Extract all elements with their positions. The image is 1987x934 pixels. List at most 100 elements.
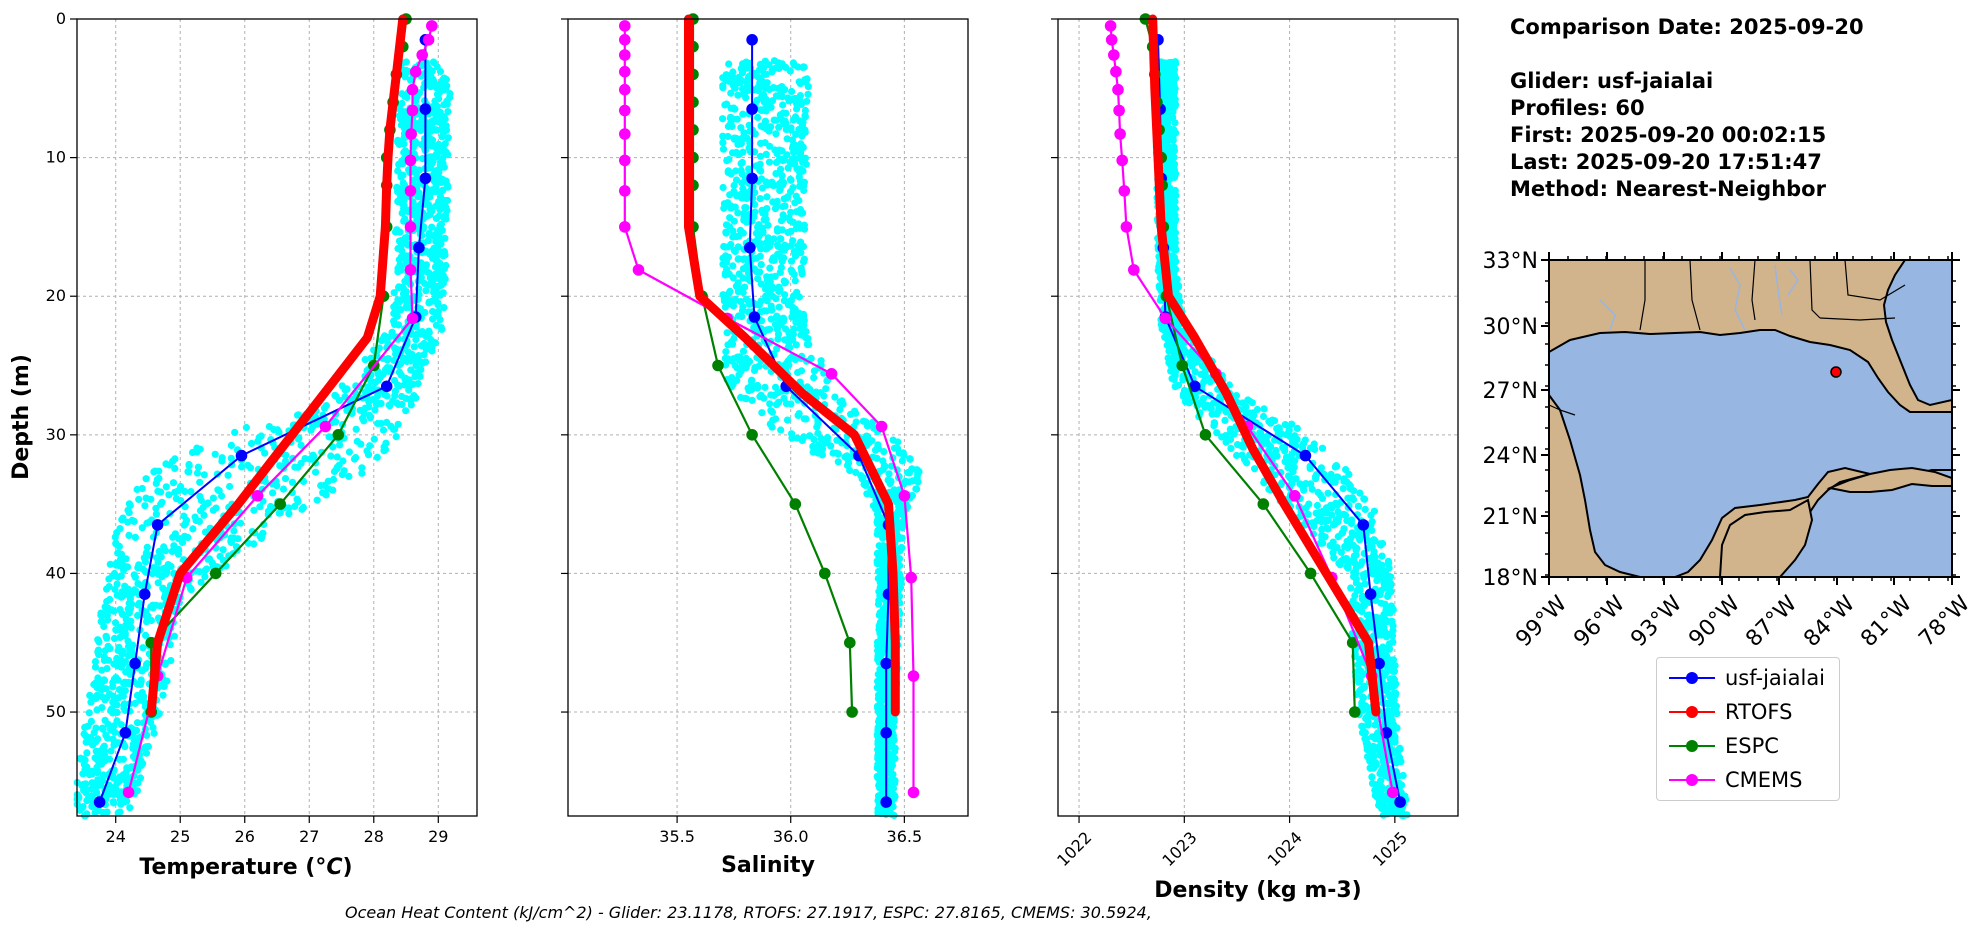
glider-scatter-point bbox=[320, 404, 329, 412]
glider-scatter-point bbox=[770, 57, 779, 65]
glider-scatter-point bbox=[1377, 586, 1385, 595]
glider-scatter-point bbox=[876, 629, 884, 637]
glider-scatter-point bbox=[185, 462, 193, 470]
glider-scatter-point bbox=[103, 808, 111, 816]
glider-scatter-point bbox=[364, 383, 372, 391]
glider-scatter-point bbox=[345, 472, 353, 480]
glider-scatter-point bbox=[428, 136, 437, 144]
glider-scatter-point bbox=[88, 735, 96, 743]
glider-scatter-point bbox=[418, 62, 426, 70]
glider-scatter-point bbox=[765, 158, 774, 166]
glider-scatter-point bbox=[227, 454, 235, 462]
glider-scatter-point bbox=[1347, 584, 1355, 592]
y-tick-label: 50 bbox=[46, 702, 66, 721]
series-point-cmems bbox=[898, 490, 911, 502]
glider-scatter-point bbox=[114, 573, 122, 581]
series-point-usf-jaialai bbox=[419, 172, 432, 185]
glider-scatter-point bbox=[877, 582, 885, 590]
glider-scatter-point bbox=[168, 547, 176, 556]
glider-scatter-point bbox=[787, 208, 795, 216]
glider-scatter-point bbox=[441, 196, 449, 205]
glider-scatter-point bbox=[353, 437, 361, 445]
glider-scatter-point bbox=[759, 209, 767, 217]
series-point-cmems bbox=[907, 670, 920, 682]
series-point-cmems bbox=[619, 49, 631, 61]
glider-scatter-point bbox=[754, 113, 762, 122]
glider-scatter-point bbox=[414, 368, 422, 377]
glider-scatter-point bbox=[101, 716, 109, 724]
glider-scatter-point bbox=[431, 263, 440, 271]
glider-scatter-point bbox=[153, 476, 161, 484]
glider-scatter-point bbox=[386, 366, 394, 374]
glider-scatter-point bbox=[895, 546, 903, 554]
glider-scatter-point bbox=[729, 262, 737, 270]
glider-scatter-point bbox=[760, 216, 768, 224]
glider-scatter-point bbox=[107, 747, 115, 755]
glider-scatter-point bbox=[832, 449, 841, 457]
series-point-usf-jaialai bbox=[151, 519, 164, 531]
glider-scatter-point bbox=[175, 546, 183, 555]
glider-scatter-point bbox=[799, 167, 807, 175]
series-point-espc bbox=[789, 498, 802, 510]
glider-scatter-point bbox=[810, 374, 818, 382]
glider-scatter-point bbox=[799, 63, 807, 71]
series-point-cmems bbox=[632, 264, 645, 276]
glider-scatter-point bbox=[147, 603, 155, 611]
glider-scatter-point bbox=[730, 81, 738, 89]
glider-scatter-point bbox=[201, 566, 209, 575]
glider-scatter-point bbox=[185, 468, 193, 476]
glider-scatter-point bbox=[435, 212, 443, 220]
glider-scatter-point bbox=[397, 360, 405, 368]
glider-scatter-point bbox=[1361, 580, 1369, 588]
glider-scatter-point bbox=[76, 806, 84, 814]
glider-scatter-point bbox=[889, 436, 897, 444]
glider-scatter-point bbox=[432, 202, 440, 210]
glider-scatter-point bbox=[890, 444, 899, 452]
glider-scatter-point bbox=[92, 782, 100, 791]
glider-scatter-point bbox=[757, 175, 766, 183]
glider-scatter-point bbox=[774, 330, 783, 338]
glider-scatter-point bbox=[175, 535, 183, 543]
glider-scatter-point bbox=[418, 359, 426, 367]
glider-scatter-point bbox=[401, 112, 409, 120]
glider-scatter-point bbox=[1339, 529, 1347, 537]
glider-scatter-point bbox=[772, 130, 780, 138]
glider-scatter-point bbox=[413, 216, 421, 224]
glider-scatter-point bbox=[776, 111, 784, 119]
glider-scatter-point bbox=[115, 542, 123, 551]
glider-scatter-point bbox=[1389, 707, 1397, 716]
glider-scatter-point bbox=[365, 398, 373, 406]
glider-scatter-point bbox=[776, 155, 784, 163]
glider-scatter-point bbox=[204, 499, 212, 507]
glider-scatter-point bbox=[331, 391, 339, 399]
glider-scatter-point bbox=[844, 455, 852, 463]
glider-scatter-point bbox=[430, 187, 438, 195]
glider-scatter-point bbox=[787, 400, 795, 408]
glider-scatter-point bbox=[169, 479, 178, 487]
glider-scatter-point bbox=[394, 420, 402, 428]
glider-scatter-point bbox=[162, 460, 170, 468]
glider-scatter-point bbox=[115, 777, 123, 786]
series-point-cmems bbox=[404, 185, 417, 197]
glider-scatter-point bbox=[775, 398, 783, 406]
glider-scatter-point bbox=[230, 527, 238, 535]
glider-scatter-point bbox=[137, 581, 146, 589]
glider-scatter-point bbox=[379, 426, 388, 434]
glider-scatter-point bbox=[763, 193, 771, 201]
glider-scatter-point bbox=[797, 179, 805, 188]
glider-scatter-point bbox=[104, 642, 112, 651]
glider-scatter-point bbox=[777, 217, 786, 225]
glider-scatter-point bbox=[373, 399, 381, 407]
glider-scatter-point bbox=[1390, 690, 1398, 698]
glider-scatter-point bbox=[111, 740, 119, 749]
glider-scatter-point bbox=[99, 771, 107, 779]
glider-scatter-point bbox=[428, 247, 436, 255]
glider-scatter-point bbox=[791, 277, 799, 285]
glider-scatter-point bbox=[128, 647, 136, 655]
glider-scatter-point bbox=[756, 152, 765, 160]
glider-scatter-point bbox=[250, 540, 258, 548]
glider-scatter-point bbox=[98, 618, 106, 626]
glider-scatter-point bbox=[403, 357, 411, 366]
glider-scatter-point bbox=[852, 409, 860, 417]
glider-scatter-point bbox=[110, 634, 119, 643]
